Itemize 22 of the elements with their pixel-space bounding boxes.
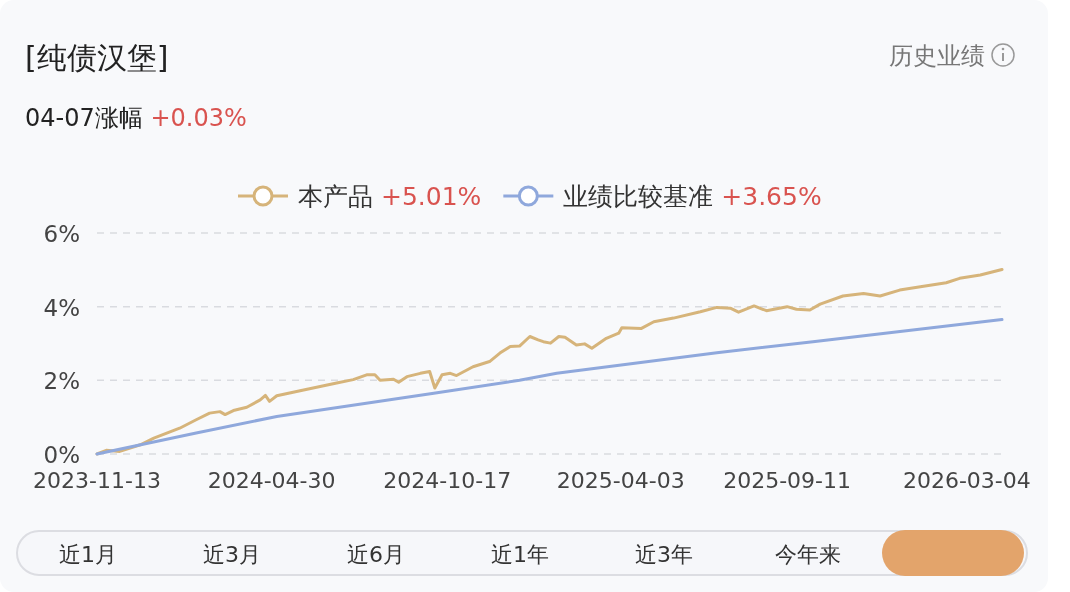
- text: 近6月: [347, 542, 405, 567]
- x-tick-label: 2025-04-03: [556, 468, 685, 493]
- y-tick-label: 6%: [43, 221, 80, 247]
- x-tick-label: 2024-04-30: [207, 468, 336, 493]
- legend-label: 业绩比较基准 +3.65%: [563, 182, 822, 211]
- x-tick-label: 2026-03-04: [902, 468, 1031, 493]
- chart-title: [纯债汉堡]: [25, 40, 169, 75]
- text: 近1月: [59, 542, 117, 567]
- text: 近3年: [635, 542, 693, 567]
- line-series: [95, 318, 1004, 456]
- text: 近1年: [491, 542, 549, 567]
- y-tick-label: 4%: [43, 294, 80, 321]
- x-tick-label: 2023-11-13: [33, 468, 161, 493]
- x-tick-label: 2025-09-11: [723, 468, 852, 493]
- text: 近3月: [203, 542, 261, 567]
- y-tick-label: 0%: [43, 442, 80, 468]
- y-tick-label: 2%: [43, 368, 80, 395]
- text: 历史业绩: [889, 42, 985, 70]
- text: 今年来: [775, 542, 841, 567]
- chart-subtitle: 04-07涨幅 +0.03%: [25, 104, 247, 132]
- legend-label: 本产品 +5.01%: [298, 182, 482, 211]
- x-tick-label: 2024-10-17: [383, 468, 512, 493]
